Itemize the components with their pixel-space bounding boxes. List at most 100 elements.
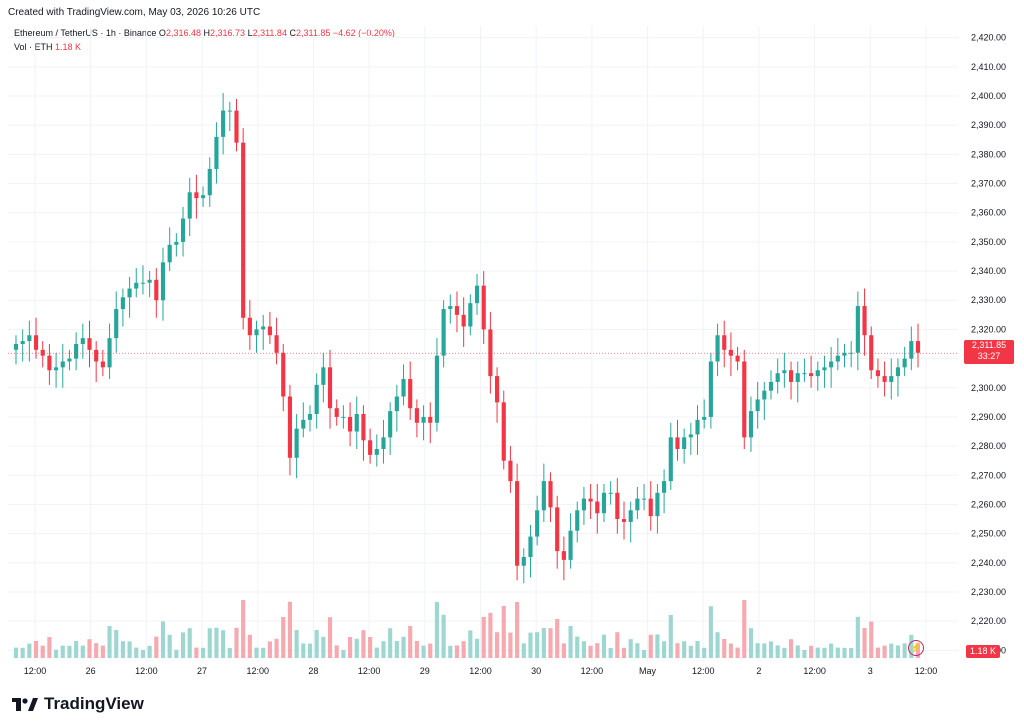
volume-bar bbox=[94, 643, 99, 658]
candle-body bbox=[214, 136, 219, 169]
volume-bar bbox=[348, 637, 353, 658]
volume-bar bbox=[287, 601, 293, 658]
symbol-title[interactable]: Ethereum / TetherUS · 1h · Binance bbox=[14, 28, 157, 38]
volume-bar bbox=[675, 643, 680, 658]
y-tick-label: 2,340.00 bbox=[971, 266, 1006, 276]
low-label: L bbox=[247, 28, 253, 38]
volume-bar bbox=[835, 647, 840, 658]
volume-bar bbox=[555, 619, 560, 658]
candle-body bbox=[641, 498, 647, 500]
volume-bar bbox=[882, 645, 887, 658]
candle-body bbox=[548, 481, 553, 508]
x-tick-label: 12:00 bbox=[135, 666, 158, 676]
volume-bar bbox=[54, 649, 59, 658]
volume-bar bbox=[494, 632, 500, 658]
volume-bar bbox=[154, 636, 159, 658]
candle-body bbox=[114, 308, 119, 339]
x-tick-label: 12:00 bbox=[358, 666, 381, 676]
volume-bar bbox=[388, 628, 393, 658]
volume-bar bbox=[20, 647, 25, 658]
y-tick-label: 2,410.00 bbox=[971, 62, 1006, 72]
volume-bar bbox=[515, 602, 520, 658]
candle-body bbox=[180, 218, 186, 242]
candle-body bbox=[481, 285, 486, 330]
volume-bar bbox=[374, 647, 379, 658]
volume-legend: Vol · ETH 1.18 K bbox=[14, 42, 81, 52]
volume-bar bbox=[822, 647, 827, 658]
candle-body bbox=[174, 241, 179, 245]
y-tick-label: 2,240.00 bbox=[971, 558, 1006, 568]
tradingview-logo[interactable]: TradingView bbox=[12, 694, 144, 714]
volume-bar bbox=[134, 647, 139, 658]
volume-bar bbox=[889, 643, 894, 658]
x-tick-label: 30 bbox=[531, 666, 541, 676]
x-tick-label: 28 bbox=[308, 666, 318, 676]
volume-bar bbox=[454, 645, 460, 658]
candle-body bbox=[748, 411, 754, 438]
x-tick-label: 12:00 bbox=[803, 666, 826, 676]
volume-value: 1.18 K bbox=[55, 42, 82, 52]
volume-bar bbox=[100, 645, 105, 658]
volume-bar bbox=[762, 643, 767, 658]
candle-body bbox=[715, 335, 720, 362]
candle-body bbox=[762, 390, 767, 400]
volume-bar bbox=[254, 647, 259, 658]
candle-body bbox=[301, 419, 306, 429]
x-tick-label: 27 bbox=[197, 666, 207, 676]
volume-bar bbox=[428, 643, 433, 658]
volume-bar bbox=[334, 645, 339, 658]
candle-body bbox=[668, 437, 673, 482]
candle-body bbox=[541, 481, 546, 511]
candle-body bbox=[695, 419, 700, 435]
candle-body bbox=[87, 338, 92, 350]
candle-body bbox=[234, 110, 239, 143]
candle-body bbox=[508, 460, 513, 482]
candle-body bbox=[795, 373, 800, 382]
volume-bar bbox=[221, 630, 226, 658]
volume-bar bbox=[354, 638, 359, 658]
volume-label[interactable]: Vol · ETH bbox=[14, 42, 53, 52]
candle-body bbox=[882, 376, 887, 382]
volume-bar bbox=[481, 617, 486, 658]
candle-body bbox=[100, 361, 105, 368]
volume-bar bbox=[641, 650, 647, 658]
volume-bar bbox=[802, 650, 807, 658]
volume-bar bbox=[648, 634, 653, 658]
candle-body bbox=[802, 373, 807, 375]
candle-body bbox=[267, 326, 272, 336]
candle-body bbox=[374, 449, 379, 455]
volume-bar bbox=[688, 645, 693, 658]
candle-body bbox=[768, 381, 774, 391]
volume-bar bbox=[60, 645, 65, 658]
candle-body bbox=[27, 335, 32, 342]
volume-tag: 1.18 K bbox=[966, 645, 1000, 658]
volume-bar bbox=[227, 648, 232, 658]
volume-bar bbox=[581, 641, 586, 658]
candle-body bbox=[94, 349, 99, 362]
y-tick-label: 2,230.00 bbox=[971, 587, 1006, 597]
grid-lines bbox=[8, 26, 958, 662]
candle-body bbox=[588, 498, 593, 502]
volume-bar bbox=[120, 641, 125, 658]
x-tick-label: 12:00 bbox=[24, 666, 47, 676]
candle-body bbox=[702, 416, 707, 420]
candle-body bbox=[648, 498, 653, 517]
volume-bar bbox=[755, 643, 760, 658]
lightning-icon[interactable]: ⚡ bbox=[908, 640, 924, 656]
volume-bar bbox=[568, 626, 573, 658]
candle-body bbox=[20, 341, 25, 344]
volume-bar bbox=[13, 647, 19, 658]
brand-name: TradingView bbox=[44, 694, 144, 713]
volume-bar bbox=[261, 647, 266, 658]
candle-body bbox=[488, 329, 493, 377]
candle-body bbox=[167, 244, 172, 263]
volume-bar bbox=[728, 643, 733, 658]
candle-body bbox=[194, 192, 199, 199]
candle-body bbox=[815, 370, 820, 377]
candle-body bbox=[521, 556, 526, 566]
x-tick-label: May bbox=[639, 666, 657, 676]
volume-bar bbox=[127, 641, 132, 658]
volume-bar bbox=[722, 639, 727, 658]
volume-bar bbox=[414, 641, 419, 658]
